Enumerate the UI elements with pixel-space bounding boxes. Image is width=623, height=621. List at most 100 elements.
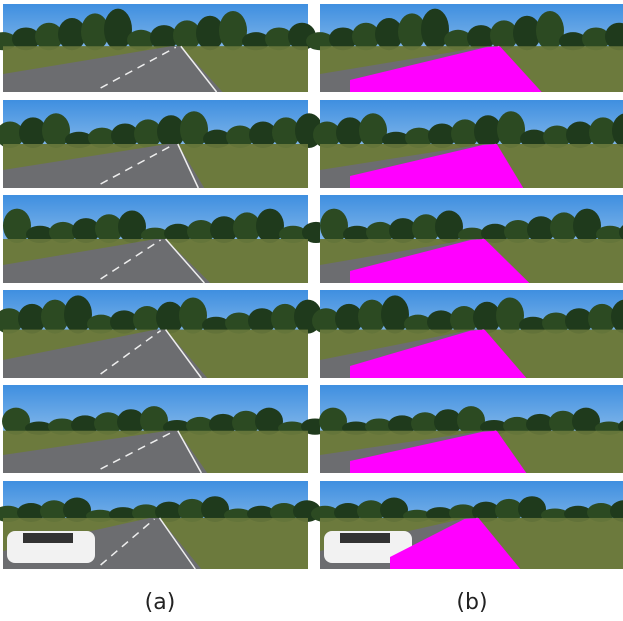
tree [225,312,253,334]
tree [343,225,371,243]
tree [618,420,623,433]
tree [111,123,139,148]
tree [449,504,477,522]
tree [588,303,616,334]
car-window [23,533,73,543]
tree [0,121,24,148]
tree [196,15,224,51]
road [3,239,211,283]
caption-a: (a) [145,590,176,615]
tree [311,505,339,522]
tree [352,22,380,51]
road [3,430,208,473]
tree [127,29,155,51]
lane-marking [100,329,162,375]
photo [312,290,623,379]
tree [490,20,518,51]
road [3,46,223,92]
tree [140,406,168,435]
tree [404,314,432,334]
tree [504,220,532,243]
tree [564,505,592,522]
photo [319,385,623,474]
road-segmentation [350,329,527,378]
tree [389,218,417,243]
tree [180,111,208,148]
tree [179,297,207,334]
tree [388,415,416,435]
tree [405,127,433,148]
tree [233,212,261,243]
road-segmentation [390,517,521,569]
tree [474,115,502,148]
tree [380,497,408,522]
tree [12,27,40,51]
tree [201,496,229,522]
tree [248,308,276,334]
photo [0,4,316,93]
tree [565,308,593,334]
tree [64,295,92,334]
tree [65,131,93,148]
tree [550,212,578,243]
road-edge [158,517,196,570]
tree [428,123,456,148]
tree [279,225,307,243]
tree [94,412,122,435]
tree [411,412,439,435]
tree [495,498,523,522]
photo [0,290,322,379]
tree [71,415,99,435]
tree [587,503,615,522]
image-grid [0,4,623,570]
tree [467,25,495,51]
lane-marking [100,46,177,89]
tree [35,22,63,51]
tree [518,496,546,522]
tree [335,303,363,334]
tree [226,125,254,148]
tree [87,314,115,334]
road-edge [180,45,218,93]
tree [596,225,623,243]
tree [503,416,531,435]
road-edge [177,430,203,474]
caption-b: (b) [456,590,487,615]
tree [247,505,275,522]
tree [527,216,555,243]
tree [582,27,610,51]
tree [357,500,385,522]
tree [513,15,541,51]
tree [219,10,247,51]
tree [611,299,623,334]
tree [155,501,183,522]
tree [496,297,524,334]
road-edge [165,238,205,284]
tree [444,29,472,51]
tree [110,310,138,334]
tree [382,131,410,148]
tree [359,113,387,148]
tree [336,117,364,148]
photo [306,4,623,93]
tree [421,8,449,51]
tree [41,299,69,334]
tree [18,303,46,334]
tree [543,125,571,148]
tree [132,504,160,522]
tree [542,312,570,334]
tree [306,32,334,51]
tree [81,13,109,51]
tree [610,500,623,522]
tree [255,407,283,435]
road-segmentation [350,239,530,283]
tree [605,22,623,51]
tree [156,301,184,334]
road-edge [164,329,202,379]
photo [320,195,623,284]
photo [3,195,330,284]
lane-marking [100,239,162,280]
tree [358,299,386,334]
tree [366,221,394,243]
